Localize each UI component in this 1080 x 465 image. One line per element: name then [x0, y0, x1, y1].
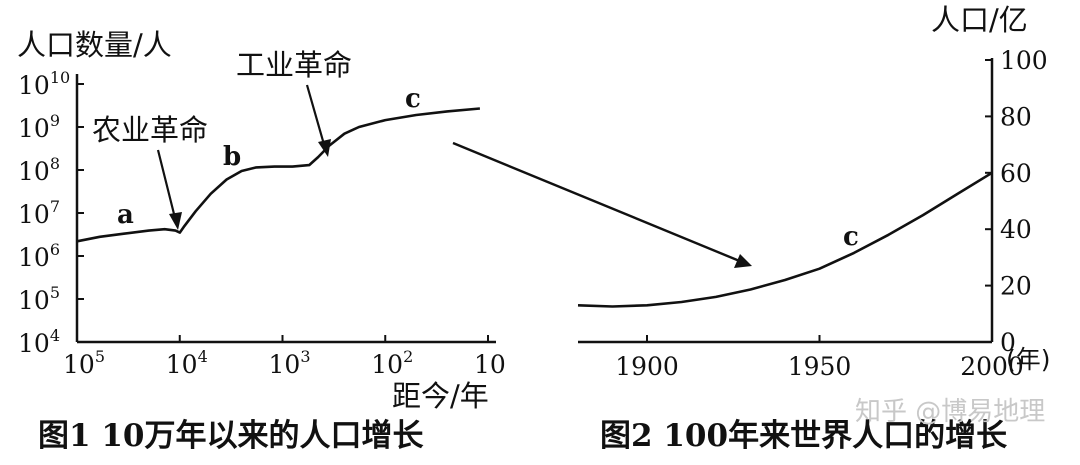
fig2-x-axis-label: (年): [1006, 345, 1051, 374]
fig1-agri-arrow: [156, 149, 182, 230]
fig1-x-tick-label: 103: [269, 347, 311, 379]
fig1-y-tick-label: 109: [18, 111, 60, 143]
fig2-x-tick-label: 1950: [788, 352, 852, 381]
fig2-y-tick-label: 60: [1000, 159, 1032, 188]
fig2-y-tick-label: 20: [1000, 272, 1032, 301]
fig1-x-tick-label: 10: [474, 350, 506, 379]
fig2-y-tick-label: 40: [1000, 215, 1032, 244]
fig1-agri-annotation: 农业革命: [92, 113, 208, 147]
fig2-x-tick-label: 1900: [615, 352, 679, 381]
fig1-y-tick-label: 1010: [18, 68, 70, 100]
fig1-x-tick-label: 105: [63, 347, 105, 379]
fig1-x-ticks: 105 104 103 102 10: [63, 335, 506, 379]
fig1-x-tick-label: 104: [166, 347, 208, 379]
fig1-label-a: a: [117, 200, 134, 230]
connector-arrow: [452, 141, 752, 268]
fig2-y-axis-label: 人口/亿: [931, 3, 1028, 37]
fig2-x-tick-label: 2000: [960, 352, 1024, 381]
watermark: 知乎 @博易地理: [855, 397, 1045, 427]
fig2-title: 图2 100年来世界人口的增长: [600, 418, 1007, 454]
fig1-title: 图1 10万年以来的人口增长: [38, 418, 424, 454]
fig1-y-axis-label: 人口数量/人: [17, 28, 172, 62]
fig1-y-tick-label: 107: [18, 197, 60, 229]
fig1-population-line: [76, 107, 481, 243]
fig1-y-tick-label: 105: [18, 283, 60, 315]
fig2-y-tick-label: 80: [1000, 102, 1032, 131]
fig1-label-c: c: [405, 84, 421, 114]
fig1-y-tick-label: 106: [18, 240, 60, 272]
fig1-label-b: b: [223, 142, 241, 172]
fig1-industrial-annotation: 工业革命: [236, 48, 352, 82]
fig2-label-c: c: [843, 222, 859, 252]
fig2-y-tick-label: 0: [1000, 328, 1016, 357]
fig1-x-axis-label: 距今/年: [392, 379, 489, 413]
fig2-population-line: [577, 171, 993, 308]
fig1-y-tick-label: 104: [18, 326, 60, 358]
fig1-industrial-arrow: [305, 84, 331, 157]
fig1-y-tick-label: 108: [18, 154, 60, 186]
fig1-x-tick-label: 102: [371, 347, 413, 379]
fig2-y-ticks: 0 20 40 60 80 100: [985, 46, 1048, 357]
fig2-y-tick-label: 100: [1000, 46, 1048, 75]
fig2-chart: 0 20 40 60 80 100 1900 1950 2000 人口/亿 (年) c 图2 …: [577, 3, 1051, 454]
fig1-y-ticks: 104 105 106 107 108 109 1010: [18, 68, 84, 358]
fig2-x-ticks: 1900 1950 2000: [615, 335, 1024, 381]
